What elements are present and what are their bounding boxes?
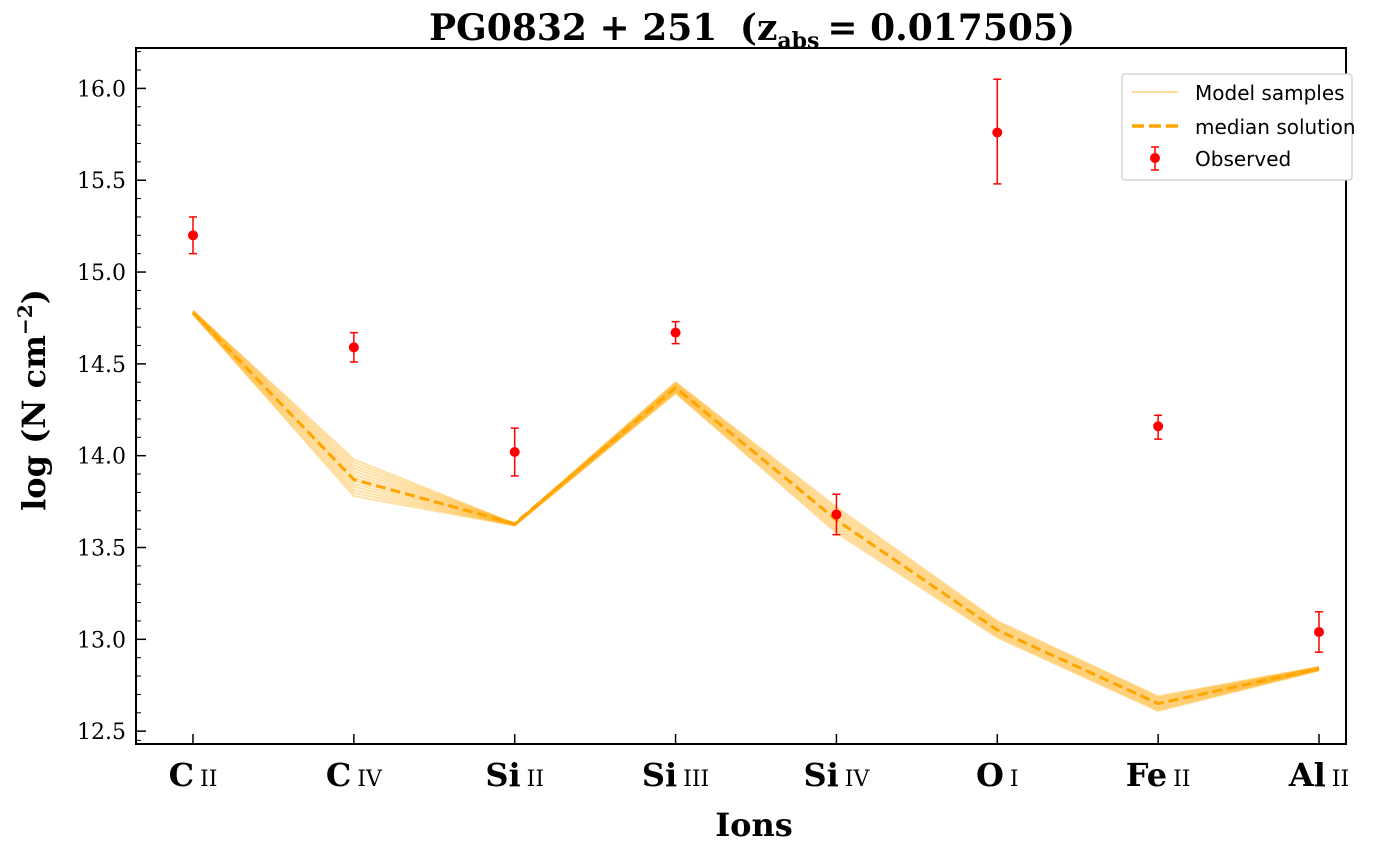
legend: Model samples median solution Observed	[1121, 73, 1356, 181]
title-z: z	[757, 7, 777, 49]
model-sample-line	[192, 309, 1320, 698]
plot-frame	[135, 47, 1347, 745]
model-sample-line	[192, 311, 1320, 703]
x-tick-label: C IV	[326, 756, 383, 794]
axes: 12.5 13.0 13.5 14.0 14.5 15.0 15.5 16.0 C II C IV Si…	[77, 47, 1349, 794]
y-tick-label: 12.5	[77, 720, 126, 745]
legend-model-samples-label: Model samples	[1195, 81, 1345, 105]
observed-points-group	[188, 78, 1324, 653]
observed-point	[831, 509, 842, 520]
title-object: PG0832 + 251	[429, 7, 717, 49]
median-solution-line-group	[191, 311, 1320, 706]
x-tick-label: Si IV	[804, 756, 871, 794]
model-sample-line	[192, 310, 1320, 700]
y-axis-label-text: log (N cm	[15, 335, 53, 511]
model-sample-line	[192, 312, 1320, 708]
x-tick-label: C II	[169, 756, 218, 794]
observed-point	[348, 342, 359, 353]
model-sample-line	[192, 310, 1320, 699]
y-tick-label: 16.0	[77, 77, 126, 102]
model-sample-line	[192, 311, 1320, 705]
model-sample-line	[192, 310, 1320, 701]
chart-title: PG0832 + 251 (zabs = 0.017505)	[429, 7, 1075, 54]
legend-median-label: median solution	[1195, 115, 1356, 139]
y-tick-label: 14.5	[77, 353, 126, 378]
x-tick-label: Al II	[1288, 756, 1349, 794]
observed-point	[509, 447, 520, 458]
model-sample-line	[192, 313, 1320, 710]
model-sample-line	[192, 312, 1320, 706]
y-axis-label-sup: −2	[13, 304, 37, 335]
model-sample-line	[192, 311, 1320, 704]
observed-point	[1153, 421, 1164, 432]
title-z-sub: abs	[777, 28, 819, 54]
x-tick-label: Si III	[642, 756, 709, 794]
model-sample-line	[192, 313, 1320, 711]
y-tick-label: 13.0	[77, 628, 126, 653]
median-solution-line	[191, 311, 1320, 706]
y-axis-label: log (N cm−2)	[13, 289, 53, 511]
legend-box	[1121, 73, 1353, 181]
x-tick-label: Si II	[485, 756, 544, 794]
x-axis-label: Ions	[715, 806, 793, 844]
observed-point	[1314, 626, 1324, 637]
y-tick-label: 14.0	[77, 445, 126, 470]
observed-point	[670, 327, 681, 338]
title-z-value: = 0.017505	[827, 7, 1058, 49]
y-tick-label: 15.0	[77, 261, 126, 286]
observed-point	[188, 230, 198, 241]
y-tick-label: 13.5	[77, 537, 126, 562]
x-tick-label: Fe II	[1126, 756, 1191, 794]
model-sample-line	[192, 313, 1320, 712]
observed-point	[992, 127, 1003, 138]
y-tick-label: 15.5	[77, 169, 126, 194]
legend-observed-marker	[1150, 153, 1160, 163]
model-samples-band	[192, 309, 1320, 712]
legend-observed-label: Observed	[1195, 147, 1291, 171]
model-sample-line	[192, 312, 1320, 709]
